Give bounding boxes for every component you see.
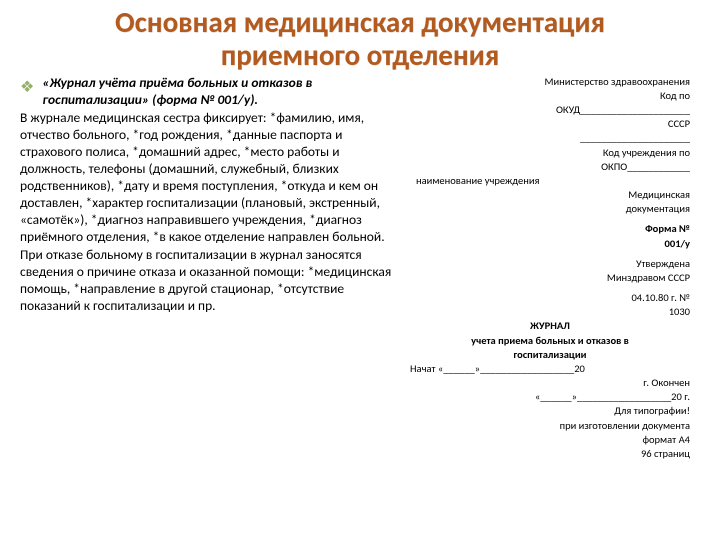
form-num-2: 001/у xyxy=(410,237,690,251)
journal-title-2: учета приема больных и отказов в xyxy=(410,334,690,348)
form-header-1: Министерство здравоохранения xyxy=(410,75,690,89)
paragraph-1: В журнале медицинская сестра фиксирует: … xyxy=(20,110,400,245)
para1-items: *фамилию, имя, отчество больного, *год р… xyxy=(20,109,385,244)
title-line1: Основная медицинская документация xyxy=(115,4,605,40)
approved-4: 1030 xyxy=(410,305,690,319)
bullet-text: «Журнал учёта приёма больных и отказов в… xyxy=(42,75,400,109)
journal-start: Начат «______»__________________20 xyxy=(410,362,690,376)
right-column: Министерство здравоохранения Код по ОКУД… xyxy=(410,75,690,461)
journal-end-2: «______»__________________20 г. xyxy=(410,390,690,404)
form-header-2: Код по xyxy=(410,89,690,103)
form-header-5: _____________________ xyxy=(410,131,690,145)
diamond-icon: ❖ xyxy=(20,77,34,97)
typo-3: формат А4 xyxy=(410,433,690,447)
form-header-7: ОКПО____________ xyxy=(410,160,690,174)
form-header-4: СССР xyxy=(410,117,690,131)
paragraph-2: При отказе больному в госпитализации в ж… xyxy=(20,247,400,315)
bullet-item: ❖ «Журнал учёта приёма больных и отказов… xyxy=(20,75,400,109)
content: ❖ «Журнал учёта приёма больных и отказов… xyxy=(0,75,720,461)
form-header-6: Код учреждения по xyxy=(410,146,690,160)
approved-3: 04.10.80 г. № xyxy=(410,291,690,305)
slide-title: Основная медицинская документация приемн… xyxy=(0,0,720,75)
form-header-9: Медицинская xyxy=(410,188,690,202)
approved-1: Утверждена xyxy=(410,257,690,271)
journal-title-3: госпитализации xyxy=(410,348,690,362)
typo-1: Для типографии! xyxy=(410,404,690,418)
form-num-1: Форма № xyxy=(410,222,690,236)
para1-start: В журнале медицинская сестра фиксирует: xyxy=(20,109,270,126)
form-header-3: ОКУД_____________________ xyxy=(410,103,690,117)
form-header-8: наименование учреждения xyxy=(410,174,690,188)
approved-2: Минздравом СССР xyxy=(410,271,690,285)
form-header-10: документация xyxy=(410,202,690,216)
typo-2: при изготовлении документа xyxy=(410,419,690,433)
left-column: ❖ «Журнал учёта приёма больных и отказов… xyxy=(20,75,410,461)
journal-title-1: ЖУРНАЛ xyxy=(410,319,690,333)
typo-4: 96 страниц xyxy=(410,447,690,461)
title-line2: приемного отделения xyxy=(221,37,499,73)
journal-end-1: г. Окончен xyxy=(410,376,690,390)
